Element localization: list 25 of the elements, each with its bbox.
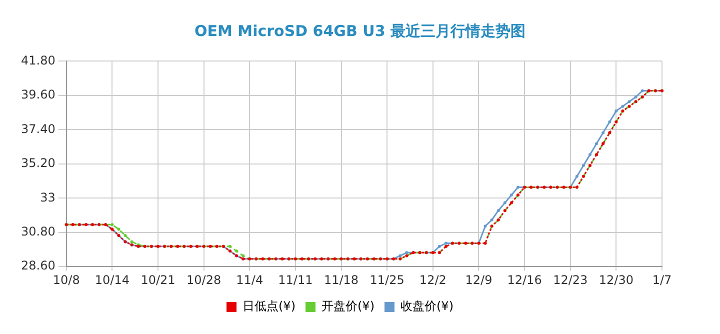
x-tick-label: 12/23 <box>553 272 588 287</box>
x-tick-label: 12/9 <box>465 272 492 287</box>
x-tick-label: 12/30 <box>598 272 634 287</box>
y-tick-label: 41.80 <box>20 53 56 68</box>
y-tick-label: 37.40 <box>20 122 56 136</box>
x-tick-label: 10/8 <box>52 272 80 287</box>
x-tick-label: 10/21 <box>140 272 176 287</box>
x-tick-label: 11/4 <box>236 272 264 287</box>
legend-label: 收盘价(¥) <box>400 299 454 314</box>
chart-title: OEM MicroSD 64GB U3 最近三月行情走势图 <box>194 21 526 42</box>
x-tick-label: 12/16 <box>507 272 542 287</box>
y-tick-label: 33 <box>40 190 56 204</box>
y-tick-label: 30.80 <box>20 224 56 238</box>
y-tick-label: 28.60 <box>20 258 56 273</box>
x-tick-label: 1/7 <box>652 272 672 287</box>
legend-label: 开盘价(¥) <box>322 299 374 314</box>
x-tick-label: 10/28 <box>186 272 222 287</box>
x-tick-label: 10/14 <box>94 272 130 287</box>
x-tick-label: 12/2 <box>419 272 446 287</box>
x-tick-label: 11/18 <box>324 272 359 287</box>
x-tick-label: 11/11 <box>278 272 313 287</box>
y-tick-label: 35.20 <box>20 156 56 170</box>
y-tick-label: 39.60 <box>20 88 56 102</box>
x-tick-label: 11/25 <box>370 272 404 287</box>
legend-label: 日低点(¥) <box>242 299 296 314</box>
